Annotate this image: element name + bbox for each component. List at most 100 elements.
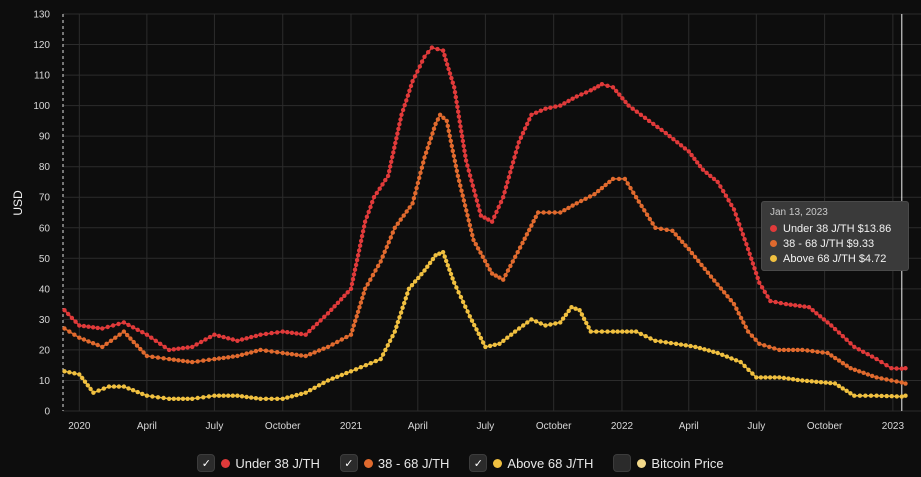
data-point[interactable] [496, 204, 501, 210]
data-point[interactable] [348, 332, 354, 337]
data-point[interactable] [512, 329, 518, 334]
data-point[interactable] [470, 183, 475, 188]
data-point[interactable] [77, 323, 82, 328]
data-point[interactable] [610, 329, 616, 334]
data-point[interactable] [478, 213, 484, 218]
data-point[interactable] [294, 352, 299, 357]
data-point[interactable] [566, 205, 571, 211]
data-point[interactable] [435, 46, 440, 52]
data-point[interactable] [670, 228, 675, 233]
data-point[interactable] [742, 237, 747, 242]
data-point[interactable] [322, 314, 327, 319]
data-point[interactable] [140, 330, 145, 335]
data-point[interactable] [180, 345, 186, 351]
data-point[interactable] [460, 138, 466, 144]
data-point[interactable] [239, 337, 245, 342]
data-point[interactable] [358, 238, 364, 244]
data-point[interactable] [406, 286, 412, 291]
data-point[interactable] [125, 332, 130, 338]
data-point[interactable] [521, 323, 526, 328]
data-point[interactable] [633, 195, 639, 200]
data-point[interactable] [85, 383, 91, 388]
data-point[interactable] [180, 358, 186, 364]
data-point[interactable] [658, 226, 664, 231]
data-point[interactable] [358, 300, 364, 305]
data-point[interactable] [599, 185, 605, 191]
data-point[interactable] [358, 365, 364, 370]
data-point[interactable] [77, 335, 82, 340]
data-point[interactable] [150, 394, 155, 399]
data-point[interactable] [562, 208, 567, 213]
checkbox-bitcoin-price[interactable] [613, 454, 632, 472]
data-point[interactable] [466, 218, 471, 223]
data-point[interactable] [126, 322, 131, 328]
data-point[interactable] [431, 126, 437, 131]
data-point[interactable] [626, 103, 631, 108]
data-point[interactable] [697, 345, 703, 351]
data-point[interactable] [493, 273, 498, 278]
data-point[interactable] [588, 329, 593, 334]
data-point[interactable] [692, 254, 698, 260]
data-point[interactable] [486, 217, 491, 222]
data-point[interactable] [207, 334, 213, 340]
data-point[interactable] [357, 305, 362, 310]
data-point[interactable] [638, 112, 644, 118]
data-point[interactable] [639, 203, 644, 209]
data-point[interactable] [73, 319, 78, 324]
data-point[interactable] [330, 376, 335, 381]
data-point[interactable] [738, 315, 744, 321]
data-point[interactable] [467, 173, 473, 178]
data-point[interactable] [275, 396, 280, 401]
data-point[interactable] [464, 208, 469, 213]
data-point[interactable] [423, 150, 429, 155]
data-point[interactable] [72, 371, 77, 376]
data-point[interactable] [332, 304, 337, 309]
data-point[interactable] [480, 340, 486, 345]
data-point[interactable] [445, 62, 450, 67]
data-point[interactable] [351, 272, 357, 277]
data-point[interactable] [419, 272, 424, 277]
data-point[interactable] [161, 356, 166, 361]
data-point[interactable] [180, 396, 186, 401]
data-point[interactable] [763, 375, 768, 380]
data-point[interactable] [402, 300, 407, 306]
data-point[interactable] [505, 268, 511, 273]
data-point[interactable] [166, 356, 172, 362]
data-point[interactable] [88, 386, 93, 392]
data-point[interactable] [67, 329, 72, 334]
data-point[interactable] [387, 338, 393, 343]
data-point[interactable] [667, 134, 672, 139]
data-point[interactable] [368, 361, 373, 366]
data-point[interactable] [452, 158, 458, 164]
data-point[interactable] [903, 393, 908, 398]
data-point[interactable] [758, 375, 764, 380]
data-point[interactable] [377, 186, 382, 191]
data-point[interactable] [458, 294, 464, 300]
data-point[interactable] [131, 339, 136, 345]
data-point[interactable] [446, 128, 451, 134]
data-point[interactable] [777, 375, 782, 380]
data-point[interactable] [190, 359, 195, 365]
data-point[interactable] [285, 395, 290, 400]
data-point[interactable] [533, 110, 539, 115]
data-point[interactable] [280, 350, 285, 356]
data-point[interactable] [596, 84, 601, 89]
data-point[interactable] [492, 214, 497, 219]
data-point[interactable] [487, 343, 493, 349]
data-point[interactable] [253, 333, 259, 339]
data-point[interactable] [121, 320, 127, 325]
data-point[interactable] [201, 395, 206, 400]
data-point[interactable] [440, 250, 446, 255]
data-point[interactable] [467, 314, 472, 319]
data-point[interactable] [359, 233, 365, 239]
data-point[interactable] [772, 375, 777, 380]
data-point[interactable] [140, 391, 145, 397]
data-point[interactable] [531, 219, 536, 224]
data-point[interactable] [235, 338, 240, 343]
data-point[interactable] [475, 246, 481, 251]
data-point[interactable] [425, 145, 430, 151]
data-point[interactable] [427, 260, 433, 266]
data-point[interactable] [863, 393, 868, 398]
data-point[interactable] [646, 118, 652, 124]
data-point[interactable] [176, 396, 181, 401]
